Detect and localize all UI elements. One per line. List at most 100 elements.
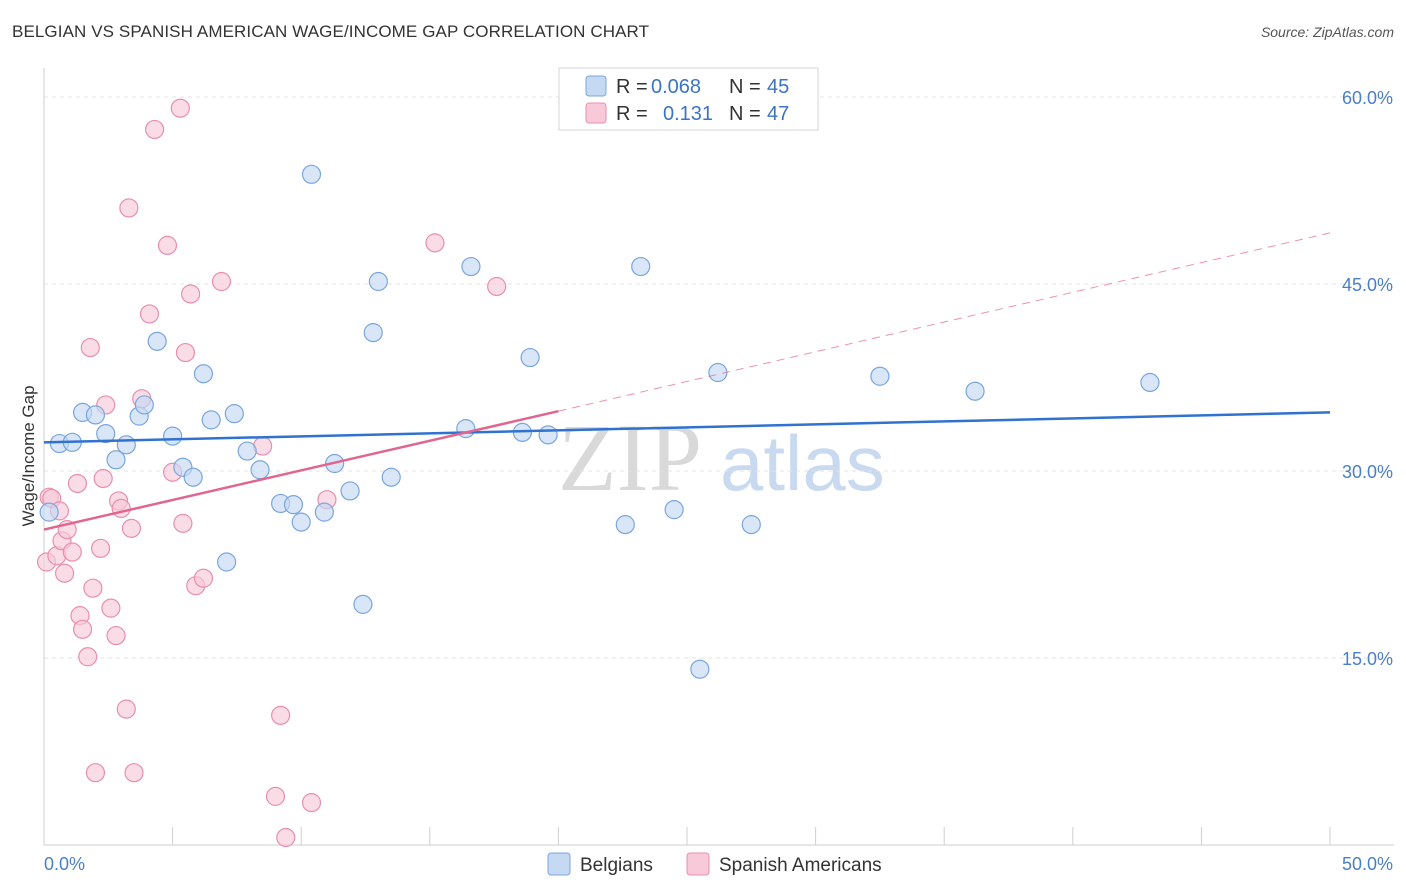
belgians-point	[615, 515, 635, 535]
belgians-point	[520, 347, 540, 368]
series-belgians	[39, 164, 1160, 679]
spanish-americans-point	[119, 198, 139, 218]
legend-pink-n-label: N =	[729, 103, 761, 125]
legend-belgians-label: Belgians	[580, 855, 653, 876]
x-tick-label: 0.0%	[44, 854, 85, 874]
belgians-point	[96, 424, 116, 444]
spanish-americans-point	[175, 342, 196, 363]
belgians-point	[314, 502, 334, 522]
belgians-point	[353, 594, 373, 614]
spanish-americans-point	[121, 518, 142, 538]
belgians-point	[217, 552, 237, 572]
spanish-americans-point	[78, 647, 98, 667]
spanish-americans-point	[211, 271, 232, 292]
spanish-americans-point	[85, 763, 106, 783]
spanish-americans-point	[62, 542, 82, 562]
spanish-americans-point	[54, 563, 75, 583]
x-tick-labels: 0.0% 50.0%	[44, 854, 1393, 874]
y-axis-title: Wage/Income Gap	[19, 385, 38, 526]
belgians-point	[116, 435, 136, 455]
belgians-point	[134, 395, 154, 415]
x-tick-label: 50.0%	[1342, 854, 1393, 874]
belgians-point	[1140, 372, 1160, 393]
belgians-point	[283, 495, 304, 515]
spanish-americans-point	[93, 468, 113, 489]
belgians-point	[368, 271, 388, 292]
y-tick-label: 60.0%	[1342, 88, 1393, 108]
spanish-americans-trendline-extension	[558, 232, 1331, 412]
belgians-point	[201, 410, 221, 430]
legend-blue-r-value: 0.068	[651, 76, 701, 98]
legend-blue-r-label: R =	[616, 76, 648, 98]
belgians-point	[301, 164, 322, 184]
spanish-americans-point	[106, 625, 126, 646]
correlation-legend: R = 0.068 N = 45 R = 0.131 N = 47	[558, 67, 819, 131]
belgians-point	[147, 331, 167, 351]
belgians-point	[250, 460, 270, 480]
belgians-point	[291, 512, 311, 532]
x-tick-marks	[172, 827, 1331, 845]
spanish-americans-point	[193, 568, 214, 588]
legend-blue-n-label: N =	[729, 76, 761, 98]
spanish-americans-point	[265, 786, 286, 806]
legend-pink-swatch	[585, 102, 607, 124]
spanish-americans-point	[124, 763, 144, 783]
belgians-point	[224, 404, 244, 424]
axes	[43, 68, 1394, 846]
belgians-point	[193, 364, 214, 384]
spanish-americans-point	[487, 276, 507, 297]
belgians-point	[85, 405, 106, 425]
spanish-americans-point	[111, 498, 131, 518]
belgians-point	[363, 323, 383, 343]
spanish-americans-point	[157, 235, 178, 255]
y-tick-label: 45.0%	[1342, 275, 1393, 295]
belgians-point	[870, 366, 890, 386]
legend-pink-r-value: 0.131	[663, 103, 713, 125]
legend-pink-r-label: R =	[616, 103, 648, 125]
spanish-americans-point	[80, 337, 100, 358]
belgians-point	[106, 450, 126, 470]
spanish-americans-point	[72, 619, 93, 639]
spanish-americans-trendline	[43, 409, 559, 531]
spanish-americans-point	[116, 699, 136, 719]
belgians-point	[631, 256, 651, 277]
spanish-americans-point	[181, 284, 201, 304]
belgians-point	[183, 467, 203, 487]
legend-blue-swatch	[585, 75, 607, 97]
watermark: ZIP atlas	[558, 404, 885, 511]
y-tick-labels: 15.0% 30.0% 45.0% 60.0%	[1342, 88, 1393, 669]
y-tick-label: 30.0%	[1342, 462, 1393, 482]
belgians-point	[340, 481, 360, 501]
series-spanish-americans	[36, 98, 507, 848]
spanish-americans-point	[139, 304, 160, 324]
spanish-americans-point	[425, 233, 445, 253]
watermark-atlas: atlas	[720, 419, 885, 507]
source-label: Source: ZipAtlas.com	[1260, 24, 1394, 40]
belgians-point	[39, 502, 59, 522]
spanish-americans-point	[173, 513, 193, 533]
legend-blue-n-value: 45	[767, 76, 789, 98]
belgians-point	[965, 381, 985, 401]
belgians-point	[461, 256, 481, 277]
chart-title: BELGIAN VS SPANISH AMERICAN WAGE/INCOME …	[12, 22, 650, 41]
belgians-trendline	[43, 411, 1331, 444]
series-legend: Belgians Spanish Americans	[547, 852, 882, 876]
spanish-americans-point	[83, 578, 103, 598]
spanish-americans-point	[301, 793, 322, 813]
y-tick-label: 15.0%	[1342, 649, 1393, 669]
legend-spanish-americans-label: Spanish Americans	[719, 855, 882, 876]
legend-spanish-americans-swatch	[686, 852, 710, 876]
spanish-americans-point	[67, 473, 88, 494]
belgians-point	[381, 467, 401, 487]
spanish-americans-point	[144, 119, 165, 140]
spanish-americans-point	[90, 538, 111, 558]
belgians-point	[664, 500, 684, 520]
belgians-point	[690, 659, 710, 679]
spanish-americans-point	[276, 827, 296, 848]
legend-pink-n-value: 47	[767, 103, 789, 125]
belgians-point	[741, 515, 761, 535]
trendlines	[43, 232, 1331, 531]
spanish-americans-point	[271, 705, 291, 725]
watermark-zip: ZIP	[558, 404, 702, 511]
